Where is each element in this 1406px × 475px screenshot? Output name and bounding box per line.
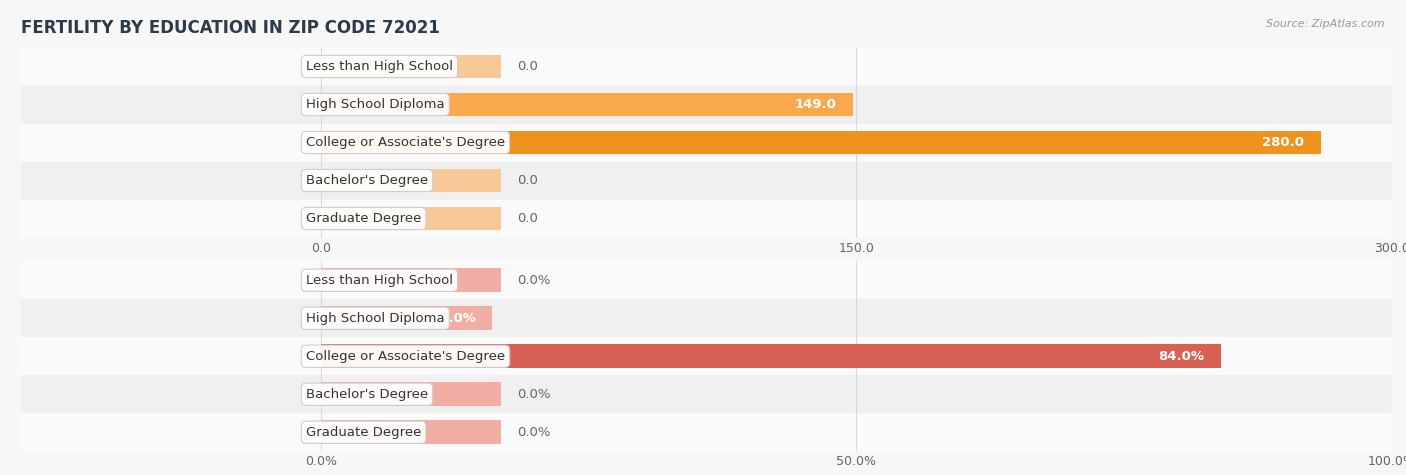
Text: Bachelor's Degree: Bachelor's Degree <box>307 388 427 401</box>
Text: 149.0: 149.0 <box>794 98 837 111</box>
Text: FERTILITY BY EDUCATION IN ZIP CODE 72021: FERTILITY BY EDUCATION IN ZIP CODE 72021 <box>21 19 440 37</box>
Text: Less than High School: Less than High School <box>307 274 453 287</box>
Bar <box>21 200 1392 238</box>
Text: 0.0%: 0.0% <box>517 274 551 287</box>
Text: 16.0%: 16.0% <box>430 312 477 325</box>
Text: Bachelor's Degree: Bachelor's Degree <box>307 174 427 187</box>
Text: 0.0%: 0.0% <box>517 388 551 401</box>
Text: Graduate Degree: Graduate Degree <box>307 426 422 439</box>
Bar <box>21 48 1392 86</box>
Bar <box>21 299 1392 337</box>
Bar <box>21 375 1392 413</box>
Bar <box>321 169 501 192</box>
Text: 0.0: 0.0 <box>517 212 538 225</box>
Text: Graduate Degree: Graduate Degree <box>307 212 422 225</box>
Text: 0.0: 0.0 <box>517 60 538 73</box>
Text: High School Diploma: High School Diploma <box>307 312 444 325</box>
Bar <box>321 306 492 330</box>
Text: 0.0%: 0.0% <box>517 426 551 439</box>
Bar <box>321 420 501 444</box>
Text: 280.0: 280.0 <box>1263 136 1305 149</box>
Bar <box>21 413 1392 451</box>
Text: College or Associate's Degree: College or Associate's Degree <box>307 350 505 363</box>
Text: College or Associate's Degree: College or Associate's Degree <box>307 136 505 149</box>
Text: Source: ZipAtlas.com: Source: ZipAtlas.com <box>1267 19 1385 29</box>
Text: High School Diploma: High School Diploma <box>307 98 444 111</box>
Bar <box>321 207 501 230</box>
Bar <box>321 268 501 292</box>
Text: 0.0: 0.0 <box>517 174 538 187</box>
Text: 84.0%: 84.0% <box>1159 350 1205 363</box>
Bar <box>321 93 853 116</box>
Bar <box>321 344 1220 368</box>
Bar <box>21 86 1392 124</box>
Bar <box>21 124 1392 162</box>
Bar <box>321 382 501 406</box>
Text: Less than High School: Less than High School <box>307 60 453 73</box>
Bar <box>321 55 501 78</box>
Bar <box>21 261 1392 299</box>
Bar <box>321 131 1320 154</box>
Bar <box>21 337 1392 375</box>
Bar <box>21 162 1392 199</box>
